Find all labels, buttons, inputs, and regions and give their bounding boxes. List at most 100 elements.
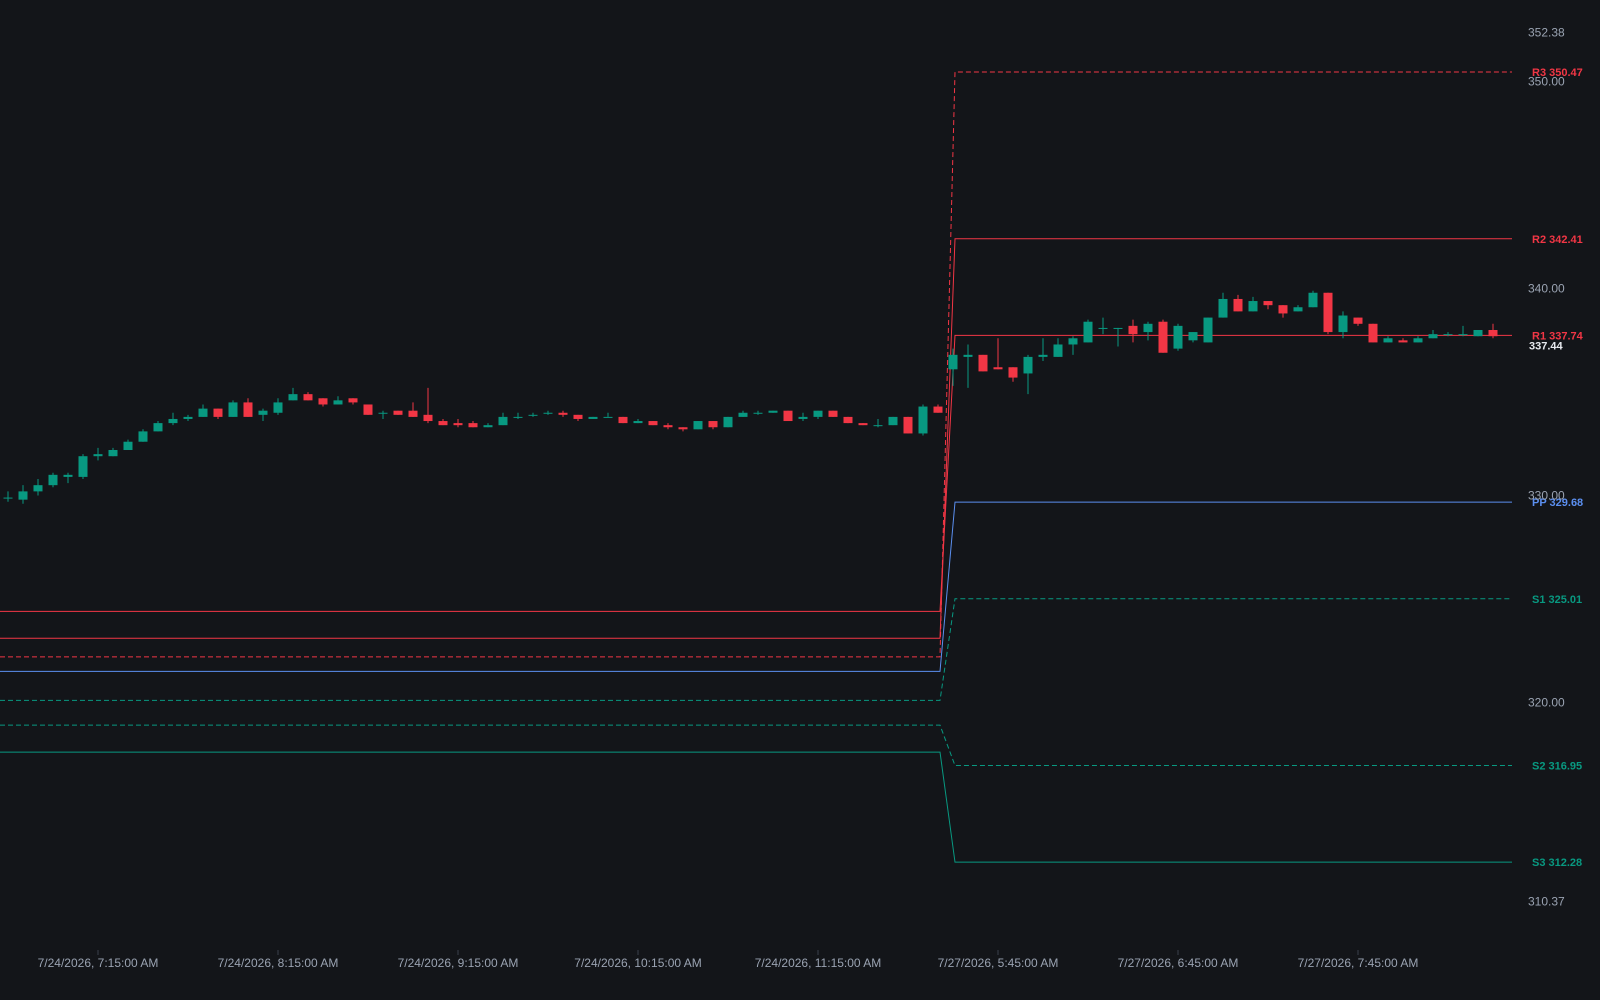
candle-body <box>1098 327 1108 329</box>
candle <box>1278 305 1288 318</box>
candle <box>33 478 43 496</box>
candle <box>168 412 178 426</box>
candle-body <box>423 414 433 422</box>
candle <box>723 416 733 428</box>
candle-body <box>903 416 913 434</box>
candle-body <box>1473 330 1483 337</box>
candle <box>738 410 748 417</box>
candle <box>288 387 298 401</box>
candle-body <box>453 423 463 426</box>
candle <box>1293 305 1303 312</box>
price-tick-label: 320.00 <box>1528 695 1565 709</box>
candle <box>753 410 763 415</box>
candle-body <box>1383 338 1393 343</box>
candle-body <box>528 414 538 416</box>
candle <box>348 398 358 405</box>
candle <box>378 410 388 419</box>
candle <box>468 421 478 428</box>
candle-body <box>393 410 403 415</box>
candle-body <box>1218 298 1228 318</box>
candle-body <box>123 441 133 450</box>
candle <box>303 392 313 401</box>
level-label-s2: S2 316.95 <box>1532 761 1582 773</box>
candle <box>258 408 268 422</box>
candle-body <box>1338 315 1348 333</box>
candle <box>543 410 553 415</box>
level-label-pp: PP 329.68 <box>1532 497 1583 509</box>
candle-body <box>1038 354 1048 357</box>
pivot-line-s3 <box>0 751 1512 863</box>
candle-body <box>963 354 973 357</box>
candle-body <box>1323 292 1333 333</box>
candle <box>1248 296 1258 312</box>
candle-body <box>1023 356 1033 374</box>
time-tick-label: 7/24/2026, 8:15:00 AM <box>218 956 339 970</box>
candle <box>1038 338 1048 362</box>
candle-body <box>993 367 1003 370</box>
candle <box>813 410 823 419</box>
candle <box>693 421 703 430</box>
candle <box>888 416 898 426</box>
time-tick-label: 7/27/2026, 5:45:00 AM <box>938 956 1059 970</box>
pivot-level-labels: R3 350.47 R2 342.41 R1 337.74 PP 329.68 S1 3… <box>1532 67 1584 869</box>
candle-body <box>723 416 733 428</box>
candle <box>1488 323 1498 339</box>
candle-body <box>363 404 373 415</box>
level-label-r1: R1 337.74 <box>1532 330 1584 342</box>
time-axis[interactable]: 7/24/2026, 7:15:00 AM 7/24/2026, 8:15:00 … <box>38 950 1419 970</box>
candle-body <box>873 425 883 427</box>
candle <box>438 418 448 426</box>
pivot-line-s1 <box>0 598 1512 701</box>
candle <box>648 421 658 426</box>
candle-body <box>558 412 568 415</box>
candle <box>1233 294 1243 312</box>
candle <box>408 402 418 417</box>
level-label-r3: R3 350.47 <box>1532 67 1583 79</box>
candle <box>393 410 403 415</box>
candle <box>273 398 283 415</box>
candle <box>1458 325 1468 337</box>
candle-body <box>348 398 358 403</box>
candle-body <box>618 416 628 424</box>
candle-body <box>1293 307 1303 312</box>
candle-body <box>408 410 418 417</box>
time-tick-label: 7/27/2026, 6:45:00 AM <box>1118 956 1239 970</box>
candle-body <box>603 416 613 418</box>
candle <box>963 344 973 388</box>
candle <box>1308 290 1318 308</box>
candle <box>528 412 538 417</box>
candle <box>948 348 958 386</box>
candle <box>1218 292 1228 318</box>
pivot-levels <box>0 71 1512 863</box>
pivot-line-pp <box>0 501 1512 672</box>
candle <box>1173 323 1183 351</box>
candle-body <box>468 423 478 428</box>
candle-body <box>498 416 508 426</box>
price-axis[interactable]: 352.38 350.00 340.00 330.00 320.00 310.37 337.… <box>1528 25 1565 908</box>
candle-body <box>168 418 178 424</box>
candle <box>153 421 163 432</box>
candle-body <box>1008 367 1018 378</box>
candle-body <box>1188 332 1198 341</box>
candle-body <box>318 398 328 405</box>
candle <box>1353 317 1363 326</box>
candle <box>333 396 343 405</box>
candle <box>783 410 793 422</box>
candle <box>633 418 643 424</box>
candle-body <box>438 421 448 426</box>
candle <box>138 429 148 442</box>
candle-body <box>1353 317 1363 324</box>
candle <box>123 439 133 450</box>
candle <box>228 400 238 417</box>
candle <box>213 408 223 419</box>
candle <box>1143 321 1153 341</box>
candle <box>453 418 463 428</box>
pivot-line-r3 <box>0 71 1512 658</box>
candle <box>1158 319 1168 353</box>
candle-body <box>768 410 778 413</box>
candle <box>1098 317 1108 335</box>
time-tick-label: 7/24/2026, 7:15:00 AM <box>38 956 159 970</box>
candle-body <box>633 421 643 424</box>
candle-body <box>93 454 103 457</box>
